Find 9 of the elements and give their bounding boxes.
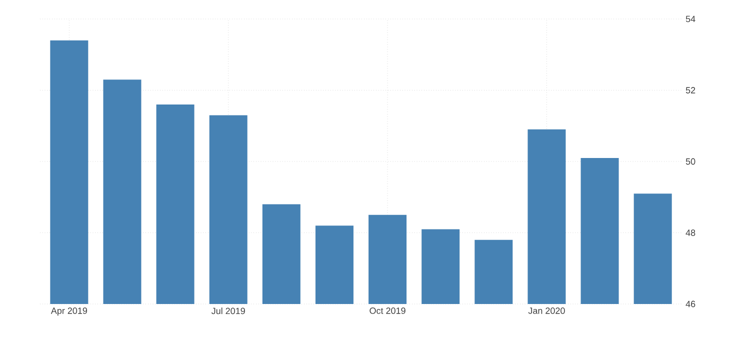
- y-tick-label: 46: [686, 300, 696, 308]
- x-tick-label: Apr 2019: [50, 308, 88, 316]
- y-tick-label: 52: [686, 87, 696, 94]
- x-tick-label: Jul 2019: [211, 308, 245, 314]
- x-tick-label: Oct 2019: [370, 308, 406, 314]
- y-tick-label: 50: [686, 158, 696, 165]
- x-tick-label: Jan 2020: [528, 308, 565, 314]
- y-tick-label: 54: [686, 16, 696, 22]
- y-tick-label: 48: [686, 230, 696, 236]
